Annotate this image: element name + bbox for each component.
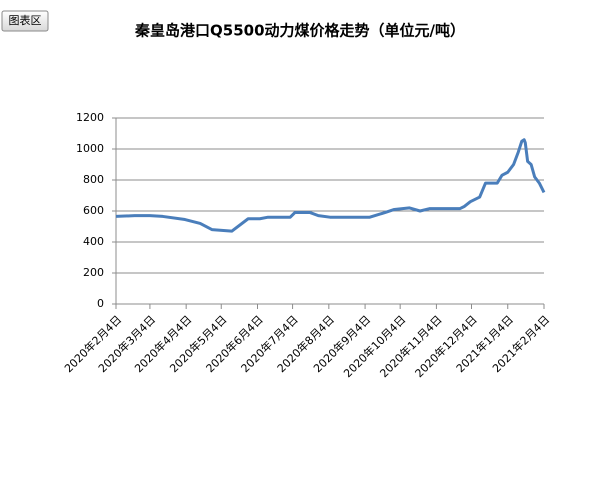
y-tick-label: 400 — [83, 235, 104, 248]
panel-label: 图表区 — [9, 13, 42, 27]
x-tick-label: 2020年2月4日 — [61, 312, 124, 375]
chart-title: 秦皇岛港口Q5500动力煤价格走势（单位元/吨） — [134, 22, 465, 40]
y-tick-label: 0 — [97, 297, 104, 310]
x-tick-label: 2020年12月4日 — [412, 312, 480, 380]
y-tick-label: 1200 — [76, 111, 104, 124]
y-tick-label: 800 — [83, 173, 104, 186]
y-tick-label: 1000 — [76, 142, 104, 155]
y-tick-label: 200 — [83, 266, 104, 279]
y-tick-label: 600 — [83, 204, 104, 217]
x-tick-label: 2020年10月4日 — [341, 312, 409, 380]
panel-label-box — [1, 10, 49, 32]
price-line — [115, 138, 546, 233]
x-tick-label: 2020年11月4日 — [377, 312, 445, 380]
